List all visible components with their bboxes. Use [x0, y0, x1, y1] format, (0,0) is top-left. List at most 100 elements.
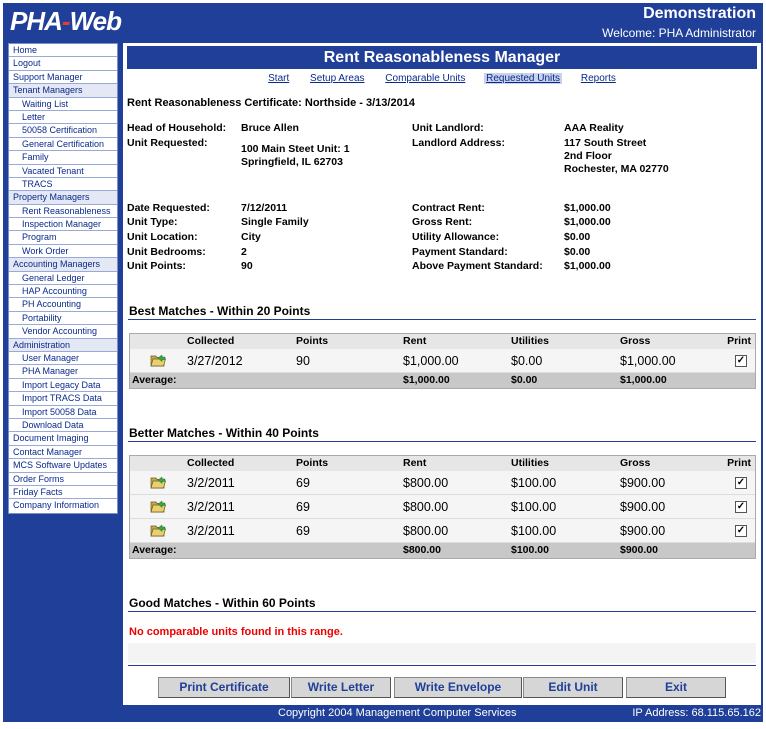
- sidebar-item-user-manager[interactable]: User Manager: [9, 352, 117, 366]
- unit-requested-label: Unit Requested:: [127, 137, 208, 149]
- col-points: Points: [296, 457, 329, 469]
- payment-standard-value: $0.00: [564, 246, 591, 258]
- good-matches-divider: [128, 611, 756, 612]
- exit-button[interactable]: Exit: [626, 677, 726, 698]
- sidebar-item-document-imaging[interactable]: Document Imaging: [9, 432, 117, 446]
- col-print: Print: [727, 457, 751, 469]
- unit-type-value: Single Family: [241, 216, 309, 228]
- sidebar-item-program[interactable]: Program: [9, 231, 117, 245]
- tab-requested-units[interactable]: Requested Units: [484, 73, 563, 84]
- open-folder-icon[interactable]: [150, 475, 166, 489]
- best-matches-divider: [128, 319, 756, 320]
- sidebar-item-pha-manager[interactable]: PHA Manager: [9, 365, 117, 379]
- unit-bedrooms-value: 2: [241, 246, 247, 258]
- sidebar-item-import-tracs-data[interactable]: Import TRACS Data: [9, 392, 117, 406]
- spacer-strip: [128, 643, 756, 663]
- sidebar-item-administration[interactable]: Administration: [9, 338, 117, 352]
- average-rent: $1,000.00: [403, 374, 450, 386]
- unit-bedrooms-label: Unit Bedrooms:: [127, 246, 206, 258]
- sidebar-item-tenant-managers[interactable]: Tenant Managers: [9, 84, 117, 98]
- sidebar-item-company-information[interactable]: Company Information: [13, 500, 100, 511]
- rent-cell: $1,000.00: [403, 354, 459, 368]
- col-rent: Rent: [403, 335, 427, 347]
- print-checkbox[interactable]: ✓: [735, 501, 747, 513]
- unit-location-label: Unit Location:: [127, 231, 198, 243]
- unit-landlord-label: Unit Landlord:: [412, 122, 484, 134]
- header-title: Demonstration: [643, 5, 756, 22]
- sidebar-item-50058-certification[interactable]: 50058 Certification: [9, 124, 117, 138]
- sidebar-item-order-forms[interactable]: Order Forms: [9, 473, 117, 486]
- edit-unit-button[interactable]: Edit Unit: [523, 677, 623, 698]
- open-folder-icon[interactable]: [150, 499, 166, 513]
- pha-web-logo[interactable]: PHA-Web: [10, 6, 122, 37]
- sidebar-item-tracs[interactable]: TRACS: [9, 178, 117, 192]
- write-letter-button[interactable]: Write Letter: [291, 677, 391, 698]
- sidebar-item-accounting-managers[interactable]: Accounting Managers: [9, 258, 117, 272]
- collected-cell: 3/27/2012: [187, 354, 243, 368]
- sidebar-item-inspection-manager[interactable]: Inspection Manager: [9, 218, 117, 232]
- sidebar-item-vendor-accounting[interactable]: Vendor Accounting: [9, 325, 117, 339]
- table-row: 3/27/2012 90 $1,000.00 $0.00 $1,000.00 ✓: [130, 349, 755, 373]
- sidebar-item-letter[interactable]: Letter: [9, 111, 117, 125]
- open-folder-icon[interactable]: [150, 353, 166, 367]
- best-matches-title: Best Matches - Within 20 Points: [129, 304, 311, 318]
- sidebar-item-general-certification[interactable]: General Certification: [9, 138, 117, 152]
- landlord-address-label: Landlord Address:: [412, 137, 505, 149]
- rent-cell: $800.00: [403, 500, 449, 514]
- sidebar-item-work-order[interactable]: Work Order: [9, 245, 117, 259]
- sidebar-item-general-ledger[interactable]: General Ledger: [9, 272, 117, 286]
- sidebar-item-mcs-software-updates[interactable]: MCS Software Updates: [9, 459, 117, 473]
- unit-points-value: 90: [241, 260, 253, 272]
- tab-bar: Start Setup Areas Comparable Units Reque…: [123, 73, 761, 84]
- col-gross: Gross: [620, 335, 651, 347]
- rent-cell: $800.00: [403, 524, 449, 538]
- best-matches-table: Collected Points Rent Utilities Gross Pr…: [129, 333, 756, 389]
- certificate-title: Rent Reasonableness Certificate: Northsi…: [127, 97, 415, 109]
- better-matches-divider: [128, 441, 756, 442]
- main-panel: Rent Reasonableness Manager Start Setup …: [123, 43, 761, 705]
- contract-rent-label: Contract Rent:: [412, 202, 485, 214]
- table-body: 3/2/2011 69 $800.00 $100.00 $900.00 ✓ 3/2/2011…: [130, 471, 755, 543]
- col-print: Print: [727, 335, 751, 347]
- sidebar-item-waiting-list[interactable]: Waiting List: [9, 98, 117, 111]
- gross-rent-label: Gross Rent:: [412, 216, 473, 228]
- landlord-address-line2: 2nd Floor: [564, 150, 612, 162]
- sidebar-item-property-managers[interactable]: Property Managers: [9, 191, 117, 205]
- sidebar-item-family[interactable]: Family: [9, 151, 117, 165]
- print-checkbox[interactable]: ✓: [735, 477, 747, 489]
- print-checkbox[interactable]: ✓: [735, 355, 747, 367]
- sidebar-item-friday-facts[interactable]: Friday Facts: [9, 486, 117, 500]
- average-row: Average: $1,000.00 $0.00 $1,000.00: [130, 373, 755, 388]
- tab-reports[interactable]: Reports: [580, 73, 616, 84]
- unit-type-label: Unit Type:: [127, 216, 178, 228]
- sidebar-item-download-data[interactable]: Download Data: [9, 419, 117, 433]
- sidebar-item-rent-reasonableness[interactable]: Rent Reasonableness: [9, 205, 117, 219]
- sidebar-item-ph-accounting[interactable]: PH Accounting: [9, 298, 117, 312]
- sidebar-item-import-50058-data[interactable]: Import 50058 Data: [9, 406, 117, 419]
- tab-setup-areas[interactable]: Setup Areas: [310, 73, 365, 84]
- tab-start[interactable]: Start: [268, 73, 290, 84]
- print-checkbox[interactable]: ✓: [735, 525, 747, 537]
- sidebar-item-support-manager[interactable]: Support Manager: [9, 71, 117, 85]
- sidebar-item-contact-manager[interactable]: Contact Manager: [9, 446, 117, 460]
- write-envelope-button[interactable]: Write Envelope: [394, 677, 522, 698]
- col-utilities: Utilities: [511, 457, 549, 469]
- sidebar-item-vacated-tenant[interactable]: Vacated Tenant: [9, 165, 117, 178]
- sidebar-item-home[interactable]: Home: [9, 44, 117, 58]
- sidebar-item-hap-accounting[interactable]: HAP Accounting: [9, 285, 117, 299]
- date-requested-value: 7/12/2011: [241, 202, 288, 214]
- payment-standard-label: Payment Standard:: [412, 246, 508, 258]
- points-cell: 90: [296, 354, 310, 368]
- table-header-row: Collected Points Rent Utilities Gross Pr…: [130, 334, 755, 349]
- sidebar-item-import-legacy-data[interactable]: Import Legacy Data: [9, 379, 117, 393]
- print-certificate-button[interactable]: Print Certificate: [158, 677, 290, 698]
- sidebar-nav: Home Logout Support Manager Tenant Managers…: [8, 43, 118, 514]
- sidebar-item-portability[interactable]: Portability: [9, 312, 117, 326]
- unit-landlord-value: AAA Reality: [564, 122, 624, 134]
- points-cell: 69: [296, 524, 310, 538]
- open-folder-icon[interactable]: [150, 523, 166, 537]
- sidebar-item-logout[interactable]: Logout: [9, 57, 117, 71]
- tab-comparable-units[interactable]: Comparable Units: [385, 73, 466, 84]
- landlord-address-line1: 117 South Street: [564, 137, 647, 149]
- average-gross: $1,000.00: [620, 374, 667, 386]
